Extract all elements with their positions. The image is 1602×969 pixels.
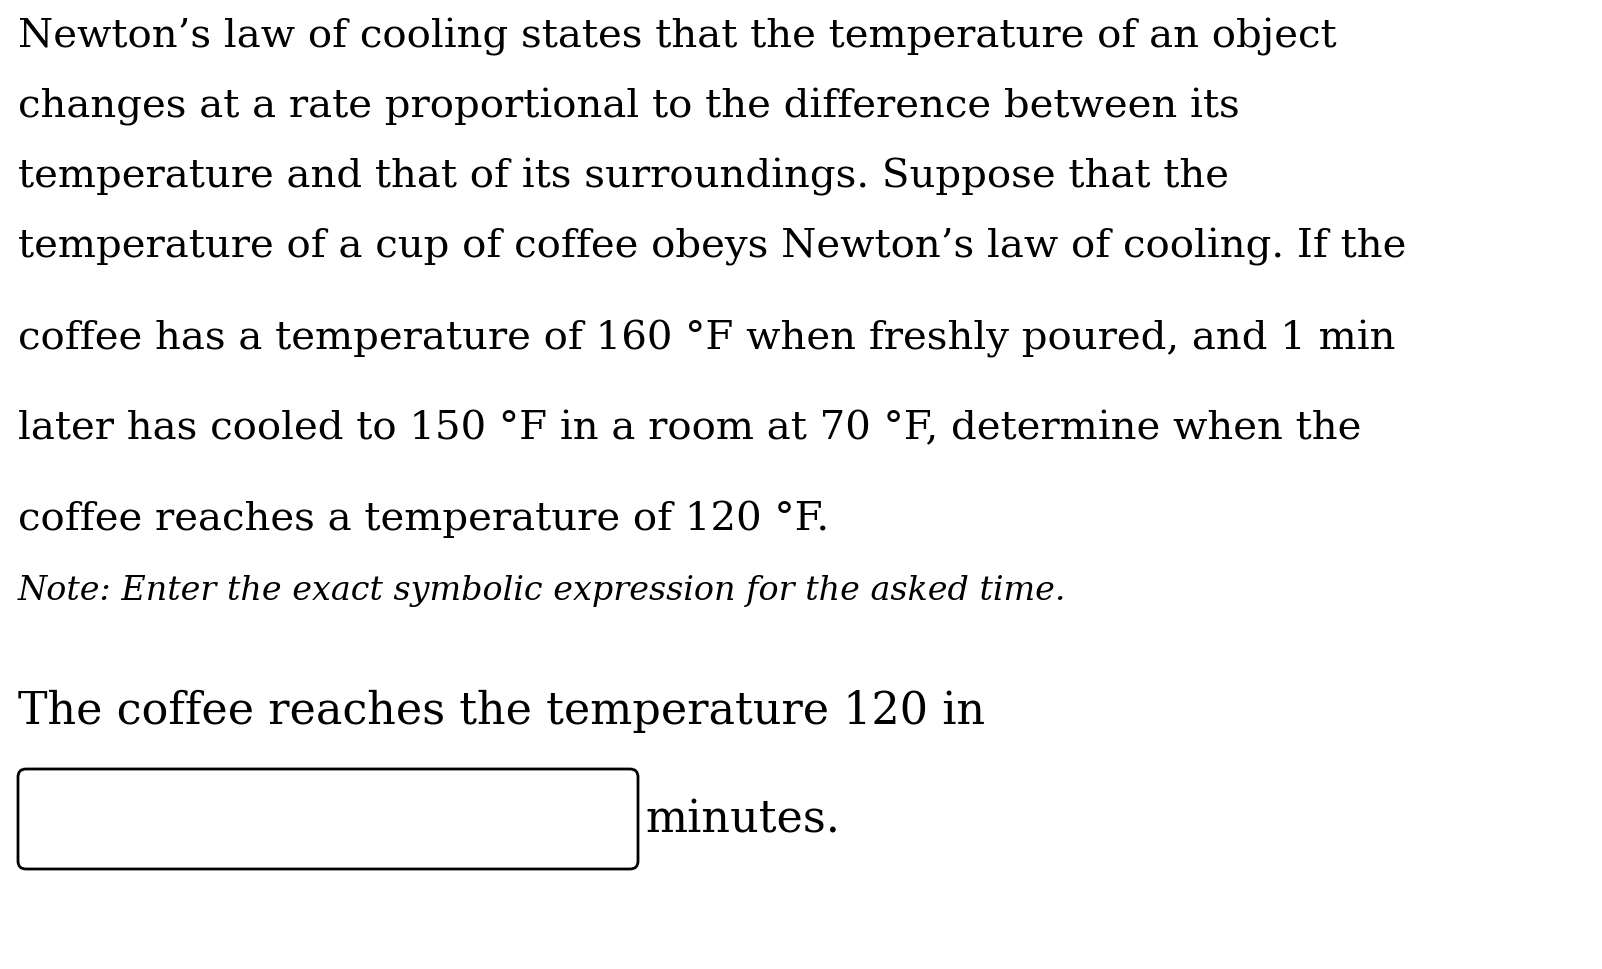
- Text: Newton’s law of cooling states that the temperature of an object: Newton’s law of cooling states that the …: [18, 18, 1336, 56]
- Text: coffee has a temperature of 160 °F when freshly poured, and 1 min: coffee has a temperature of 160 °F when …: [18, 320, 1395, 358]
- Text: The coffee reaches the temperature 120 in: The coffee reaches the temperature 120 i…: [18, 689, 985, 733]
- Text: temperature of a cup of coffee obeys Newton’s law of cooling. If the: temperature of a cup of coffee obeys New…: [18, 228, 1407, 266]
- Text: coffee reaches a temperature of 120 °F.: coffee reaches a temperature of 120 °F.: [18, 499, 830, 537]
- Text: temperature and that of its surroundings. Suppose that the: temperature and that of its surroundings…: [18, 158, 1229, 196]
- Text: later has cooled to 150 °F in a room at 70 °F, determine when the: later has cooled to 150 °F in a room at …: [18, 410, 1362, 447]
- FancyBboxPatch shape: [18, 769, 638, 869]
- Text: minutes.: minutes.: [646, 797, 839, 841]
- Text: Note: Enter the exact symbolic expression for the asked time.: Note: Enter the exact symbolic expressio…: [18, 575, 1067, 607]
- Text: changes at a rate proportional to the difference between its: changes at a rate proportional to the di…: [18, 88, 1240, 126]
